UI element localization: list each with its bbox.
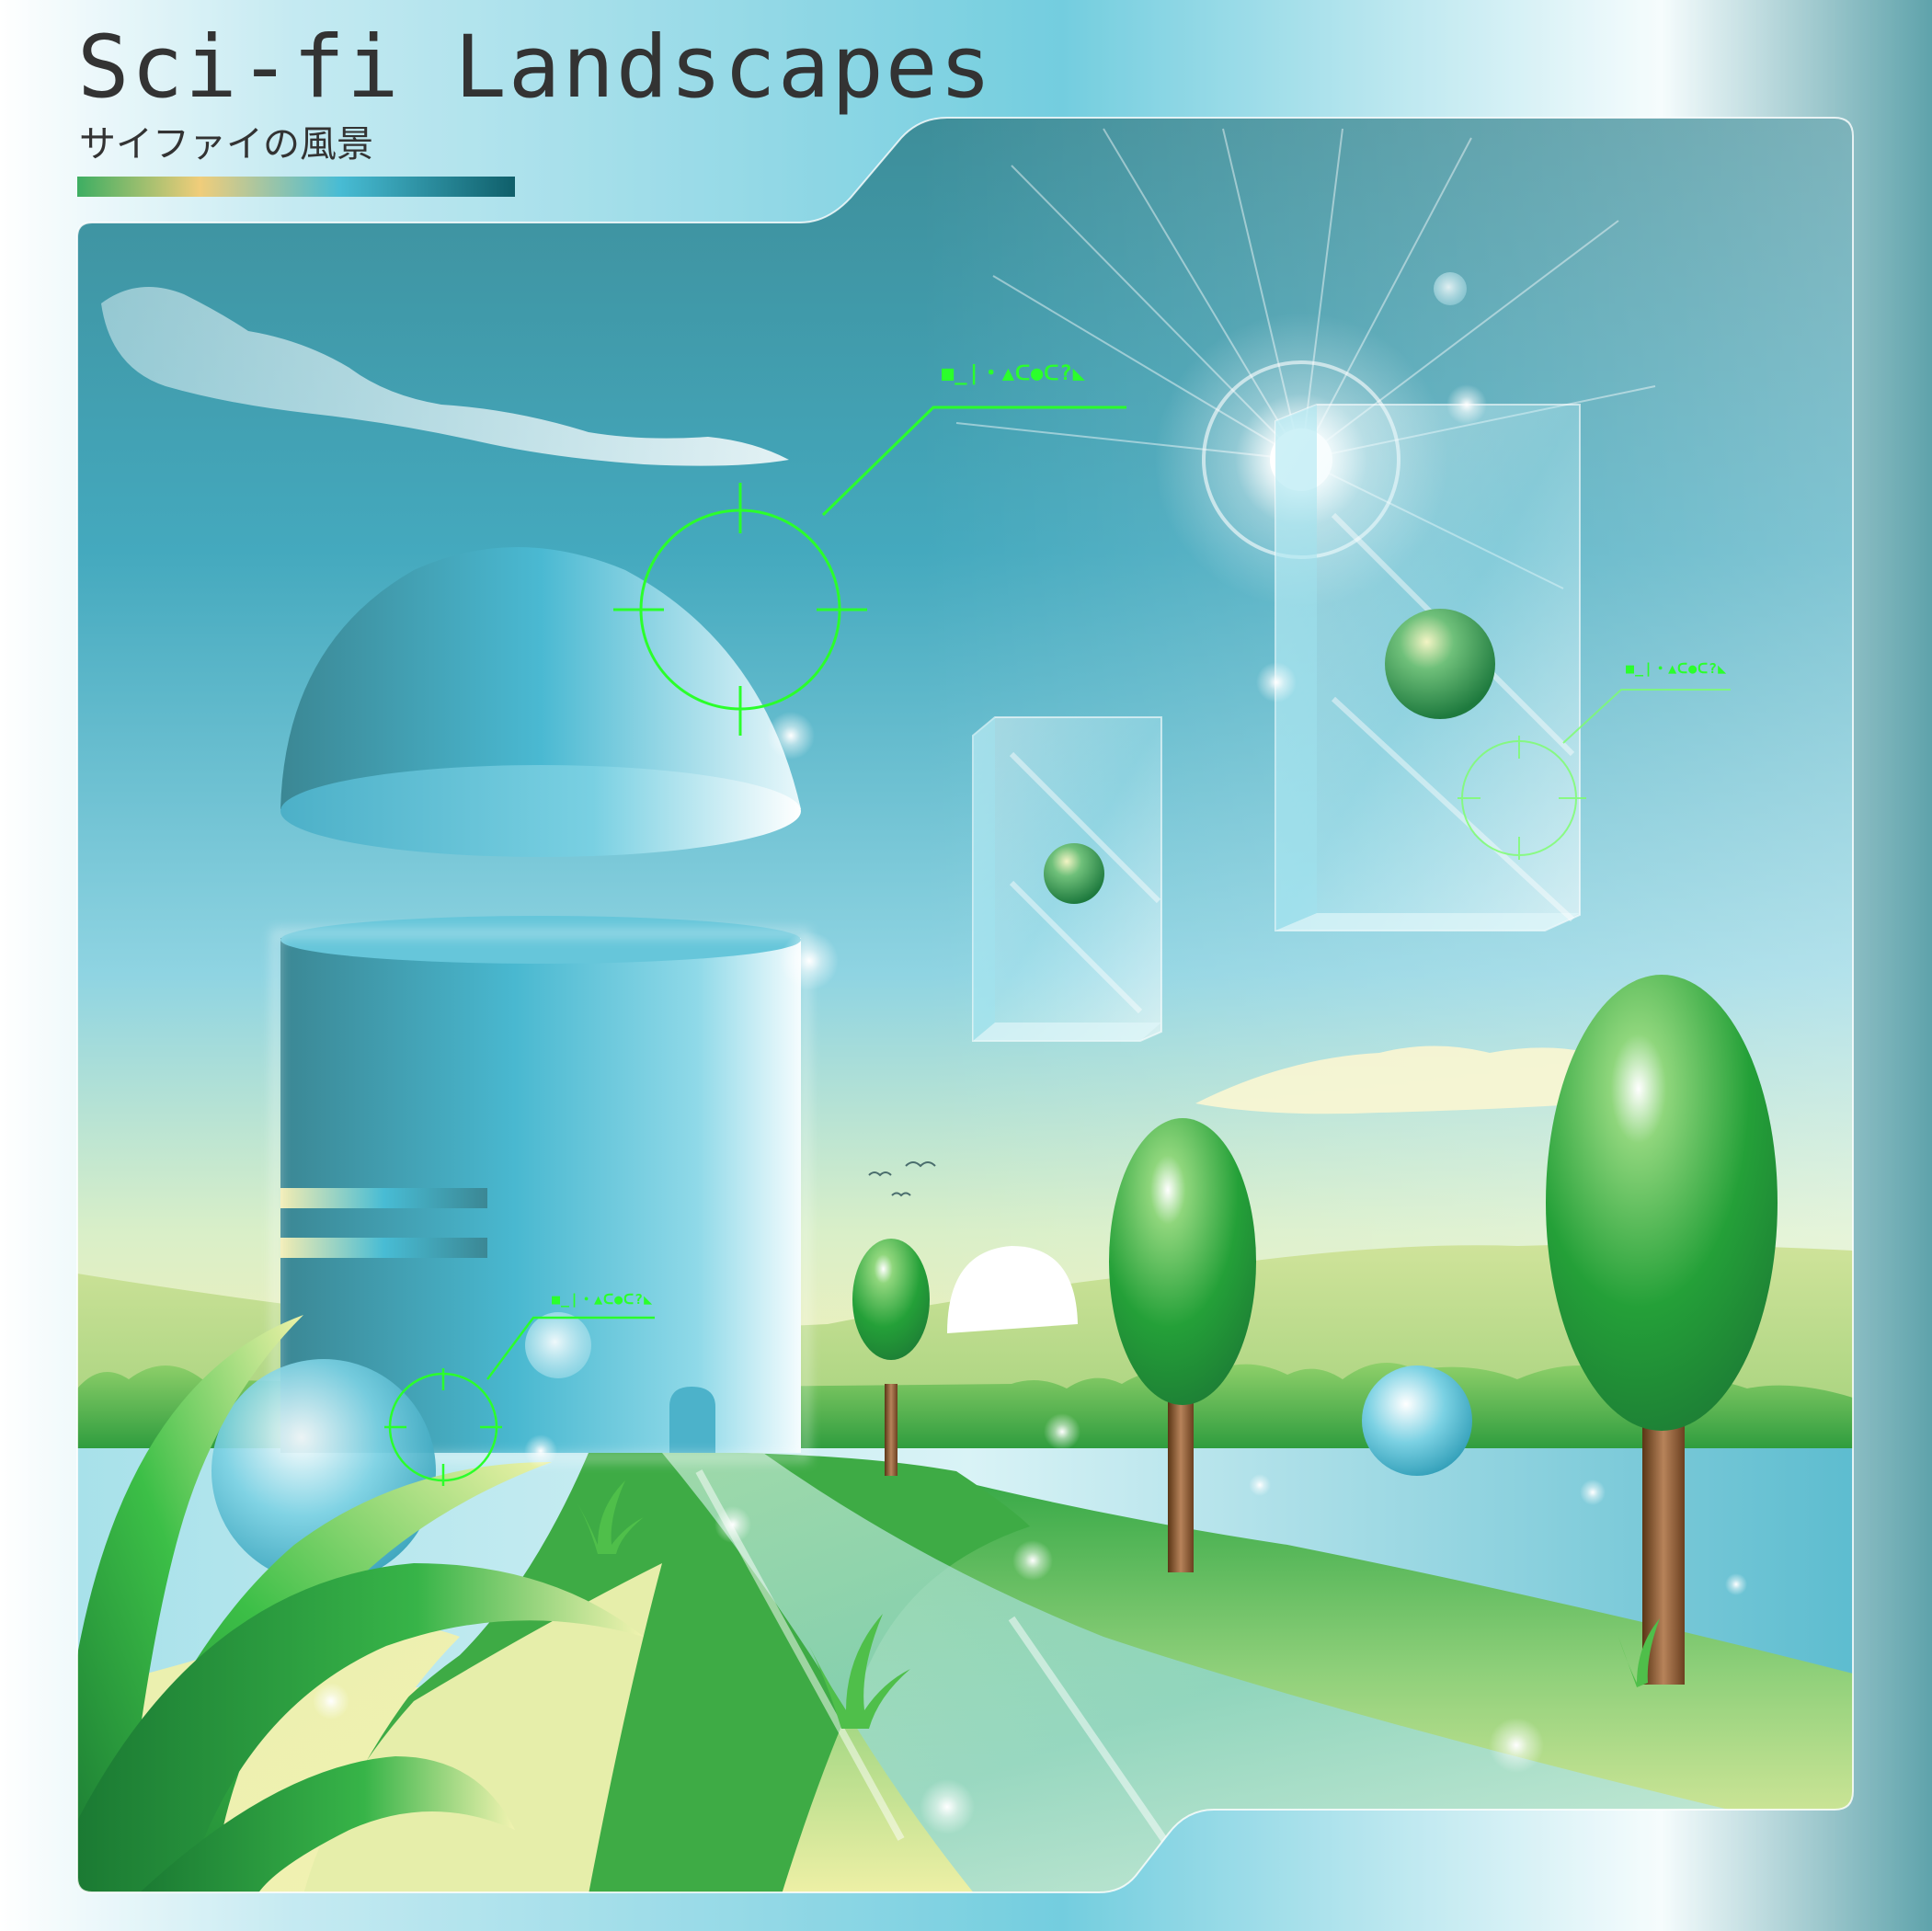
small-floating-orb xyxy=(1434,272,1467,305)
tower-top xyxy=(280,916,801,964)
grass-tuft xyxy=(575,1480,644,1554)
tower-stripe xyxy=(280,1238,487,1258)
floating-orb-green xyxy=(1385,609,1495,719)
grass-blade xyxy=(138,1756,515,1892)
birds xyxy=(868,1161,936,1197)
grass-blade xyxy=(77,1563,644,1892)
title-color-bar xyxy=(77,177,515,197)
hud-label: ■_|・▲ᑕ●ᑕ?◣ xyxy=(552,1291,654,1308)
tower-dome xyxy=(280,547,801,809)
tree-crown xyxy=(1546,975,1778,1431)
tree-crown xyxy=(852,1239,930,1360)
hud-label: ■_|・▲ᑕ●ᑕ?◣ xyxy=(942,362,1086,385)
hud-target-right xyxy=(1458,689,1731,860)
tower-door xyxy=(669,1387,715,1453)
sparkles xyxy=(313,384,1747,1834)
tree-trunk xyxy=(885,1384,897,1476)
cloud xyxy=(101,287,789,466)
tree-trunk xyxy=(1168,1398,1194,1572)
floating-orb-pale xyxy=(525,1312,591,1378)
hud-target-large xyxy=(613,406,1126,736)
page-subtitle: サイファイの風景 xyxy=(79,123,373,166)
grass-tuft xyxy=(809,1614,910,1729)
hud-target-small xyxy=(384,1316,655,1486)
tree-crown xyxy=(1109,1118,1256,1405)
tower-stripe xyxy=(280,1188,487,1208)
hud-label: ■_|・▲ᑕ●ᑕ?◣ xyxy=(1626,660,1728,677)
page-title: Sci-fi Landscapes xyxy=(77,17,994,118)
grass-tuft xyxy=(1618,1618,1660,1687)
floating-orb-blue xyxy=(1362,1365,1472,1476)
setting-sun xyxy=(947,1246,1078,1333)
floating-orb-green xyxy=(1044,843,1104,904)
tower-dome-base xyxy=(280,765,801,857)
